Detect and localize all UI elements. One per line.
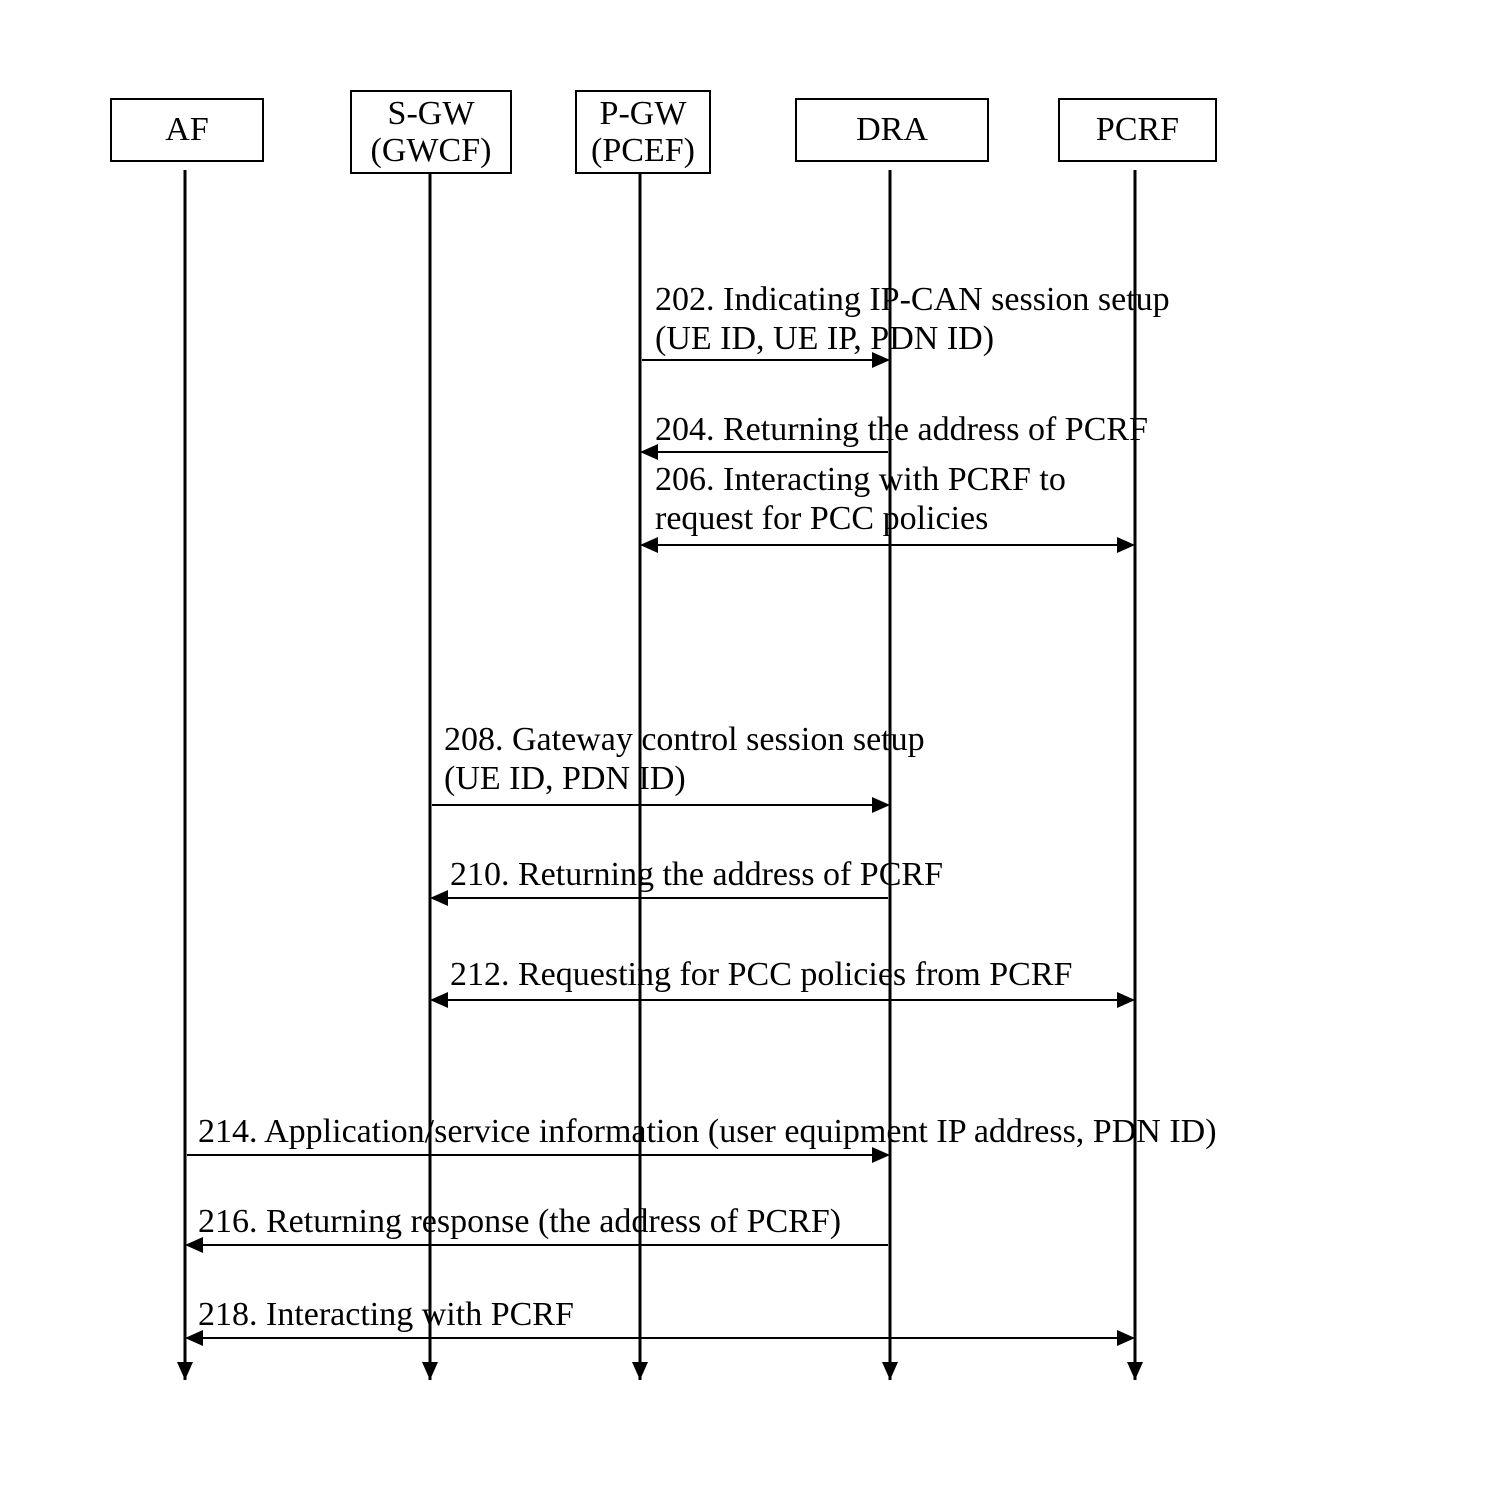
participant-pcrf: PCRF xyxy=(1058,98,1217,162)
message-216: 216. Returning response (the address of … xyxy=(198,1202,841,1241)
participant-af: AF xyxy=(110,98,264,162)
message-208: 208. Gateway control session setup (UE I… xyxy=(444,720,925,798)
message-212: 212. Requesting for PCC policies from PC… xyxy=(450,955,1072,994)
sequence-diagram: AF S-GW (GWCF) P-GW (PCEF) DRA PCRF 202. Indi… xyxy=(0,0,1499,1505)
participant-dra: DRA xyxy=(795,98,989,162)
message-218: 218. Interacting with PCRF xyxy=(198,1295,574,1334)
message-210: 210. Returning the address of PCRF xyxy=(450,855,943,894)
message-206: 206. Interacting with PCRF to request fo… xyxy=(655,460,1066,538)
participant-sgw: S-GW (GWCF) xyxy=(350,90,512,174)
message-204: 204. Returning the address of PCRF xyxy=(655,410,1148,449)
message-214: 214. Application/service information (us… xyxy=(198,1112,1217,1151)
participant-pgw: P-GW (PCEF) xyxy=(575,90,711,174)
message-202: 202. Indicating IP-CAN session setup (UE… xyxy=(655,280,1170,358)
